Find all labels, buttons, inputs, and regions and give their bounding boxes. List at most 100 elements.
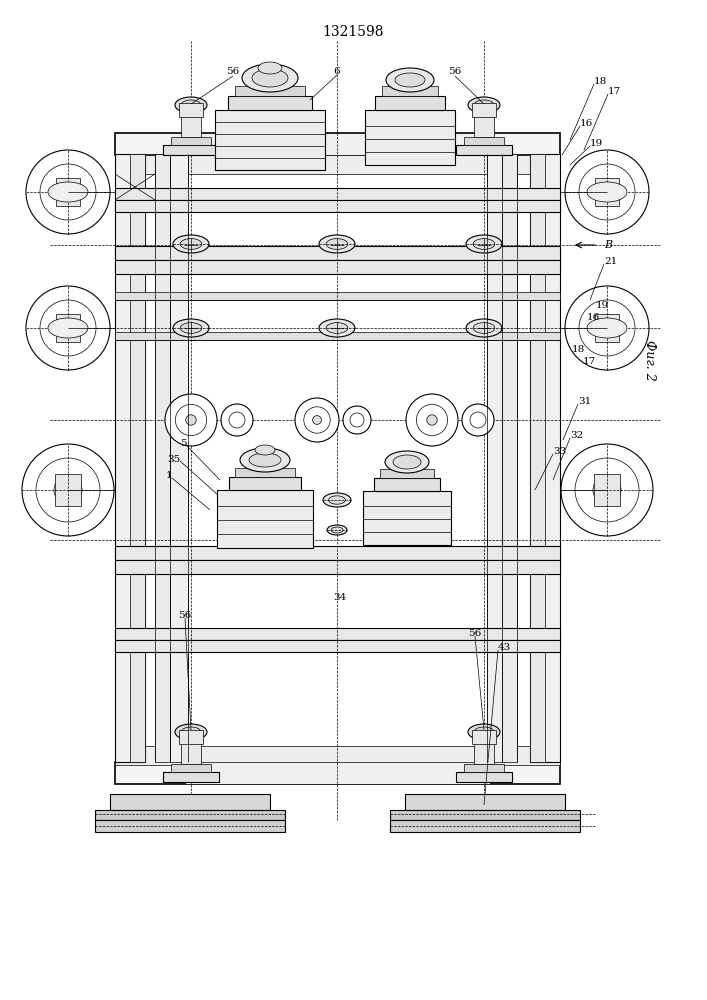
Text: 1321598: 1321598 [322, 25, 384, 39]
Circle shape [40, 300, 96, 356]
Bar [464, 137, 504, 145]
Bar [487, 154, 505, 762]
Circle shape [427, 415, 437, 425]
Ellipse shape [386, 68, 434, 92]
Ellipse shape [175, 724, 207, 740]
Bar [163, 772, 219, 782]
Bar [530, 154, 545, 762]
Ellipse shape [395, 73, 425, 87]
Circle shape [343, 406, 371, 434]
Bar [115, 133, 560, 155]
Bar [217, 490, 313, 548]
Circle shape [565, 150, 649, 234]
Bar [215, 110, 325, 170]
Circle shape [22, 444, 114, 536]
Circle shape [295, 398, 339, 442]
Ellipse shape [173, 235, 209, 253]
Ellipse shape [473, 323, 495, 333]
Circle shape [593, 476, 621, 504]
Bar [595, 178, 619, 206]
Bar [185, 762, 490, 784]
Circle shape [595, 180, 619, 204]
Circle shape [470, 412, 486, 428]
Circle shape [186, 415, 197, 425]
Ellipse shape [326, 239, 348, 249]
Circle shape [56, 316, 80, 340]
Ellipse shape [385, 451, 429, 473]
Bar [115, 188, 560, 200]
Bar [115, 640, 560, 652]
Ellipse shape [474, 727, 494, 737]
Bar [235, 86, 305, 96]
Circle shape [175, 404, 206, 436]
Text: 32: 32 [570, 432, 583, 440]
Circle shape [561, 444, 653, 536]
Circle shape [221, 404, 253, 436]
Bar [115, 155, 560, 174]
Text: 34: 34 [334, 592, 346, 601]
Circle shape [312, 416, 322, 424]
Bar [374, 478, 440, 491]
Bar [229, 477, 301, 490]
Text: Фиг. 2: Фиг. 2 [643, 340, 657, 380]
Text: 56: 56 [226, 68, 240, 77]
Bar [56, 314, 80, 342]
Bar [115, 200, 560, 212]
Ellipse shape [393, 455, 421, 469]
Bar [595, 314, 619, 342]
Text: 16: 16 [580, 119, 593, 128]
Bar [115, 628, 560, 640]
Text: 21: 21 [604, 257, 617, 266]
Text: 35: 35 [167, 454, 180, 464]
Bar [181, 113, 201, 137]
Bar [474, 740, 494, 764]
Bar [115, 260, 560, 274]
Ellipse shape [48, 318, 88, 338]
Bar [115, 560, 560, 574]
Bar [55, 474, 81, 506]
Bar [115, 762, 560, 784]
Ellipse shape [249, 453, 281, 467]
Text: 56: 56 [178, 610, 192, 619]
Circle shape [26, 150, 110, 234]
Ellipse shape [180, 239, 201, 249]
Text: 5: 5 [180, 440, 187, 448]
Ellipse shape [474, 100, 494, 110]
Ellipse shape [175, 97, 207, 113]
Bar [390, 820, 580, 832]
Bar [363, 491, 451, 545]
Circle shape [40, 164, 96, 220]
Bar [163, 145, 219, 155]
Bar [115, 154, 145, 762]
Ellipse shape [587, 318, 627, 338]
Text: 19: 19 [596, 300, 609, 310]
Ellipse shape [319, 235, 355, 253]
Circle shape [416, 404, 448, 436]
Circle shape [595, 316, 619, 340]
Circle shape [56, 180, 80, 204]
Ellipse shape [173, 319, 209, 337]
Bar [171, 137, 211, 145]
Text: 17: 17 [583, 358, 596, 366]
Circle shape [304, 407, 330, 433]
Ellipse shape [255, 445, 275, 455]
Circle shape [26, 286, 110, 370]
Bar [95, 810, 285, 820]
Bar [456, 145, 512, 155]
Ellipse shape [48, 182, 88, 202]
Bar [115, 746, 560, 765]
Circle shape [229, 412, 245, 428]
Bar [171, 764, 211, 772]
Bar [95, 820, 285, 832]
Text: 6: 6 [334, 68, 340, 77]
Text: 33: 33 [553, 448, 566, 456]
Bar [530, 154, 560, 762]
Ellipse shape [327, 525, 347, 535]
Bar [155, 154, 170, 762]
Ellipse shape [326, 323, 348, 333]
Circle shape [579, 164, 635, 220]
Ellipse shape [242, 64, 298, 92]
Ellipse shape [258, 62, 282, 74]
Bar [179, 730, 203, 744]
Bar [228, 96, 312, 110]
